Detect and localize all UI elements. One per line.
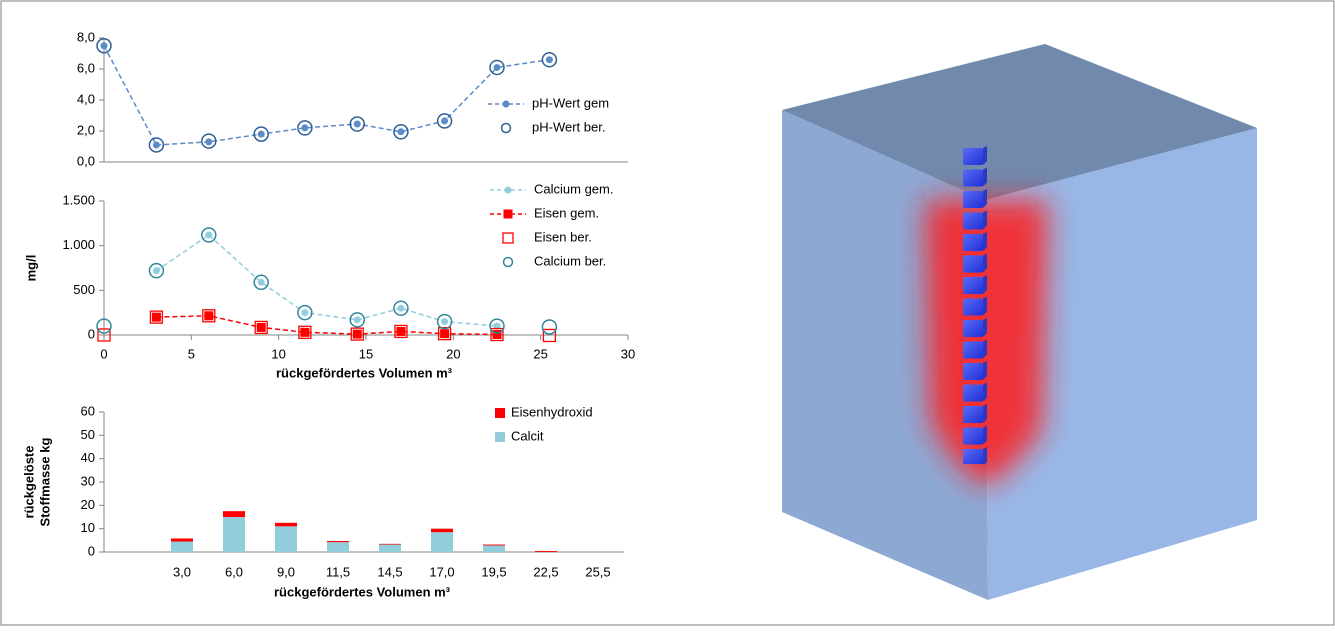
legend-label: pH-Wert ber. [532,119,605,134]
y-axis-title: mg/l [23,255,38,282]
marker [205,138,212,145]
bar-segment [275,523,297,527]
marker [301,309,308,316]
marker [205,231,212,238]
bar-segment [379,545,401,552]
x-tick-label: 15 [359,346,373,361]
bar-segment [431,532,453,552]
bar-segment [431,529,453,533]
bar-segment [483,545,505,552]
legend-marker [505,187,512,194]
x-tick-label: 14,5 [377,564,402,579]
y-tick-label: 50 [81,427,95,442]
marker [441,117,448,124]
marker [301,124,308,131]
bar-segment [379,544,401,545]
marker [354,121,361,128]
bar-segment [275,526,297,552]
legend-label: Eisen ber. [534,229,592,244]
legend-marker [503,101,510,108]
y-tick-label: 60 [81,403,95,418]
y-tick-label: 20 [81,497,95,512]
bar-segment [327,542,349,552]
marker [494,64,501,71]
x-tick-label: 10 [271,346,285,361]
marker [153,141,160,148]
y-axis-title: rückgelöste [21,446,36,519]
x-axis-title: rückgefördertes Volumen m³ [274,584,451,599]
x-tick-label: 5 [188,346,195,361]
x-tick-label: 20 [446,346,460,361]
marker [354,316,361,323]
bar-segment [535,551,557,552]
y-tick-label: 2,0 [77,122,95,137]
y-tick-label: 1.500 [62,192,95,207]
x-tick-label: 30 [621,346,635,361]
x-tick-label: 9,0 [277,564,295,579]
legend-label: Eisenhydroxid [511,404,593,419]
cube-illustration [782,44,1257,600]
marker [493,330,502,339]
y-tick-label: 500 [73,282,95,297]
x-tick-label: 11,5 [326,564,350,579]
marker [101,42,108,49]
y-tick-label: 6,0 [77,60,95,75]
legend-label: Calcium ber. [534,253,606,268]
y-tick-label: 0 [88,326,95,341]
marker [397,128,404,135]
marker [258,131,265,138]
x-tick-label: 3,0 [173,564,191,579]
page: {"chart_data": [ {"type": "line", "xlim"… [0,0,1335,631]
y-tick-label: 8,0 [77,29,95,44]
legend-marker [504,210,513,219]
x-tick-label: 0 [100,346,107,361]
legend-swatch [495,408,505,418]
y-axis-title: Stoffmasse kg [37,438,52,527]
y-tick-label: 40 [81,450,95,465]
y-tick-label: 30 [81,473,95,488]
legend-label: pH-Wert gem [532,95,609,110]
marker [546,56,553,63]
y-tick-label: 0 [88,543,95,558]
marker [397,305,404,312]
y-tick-label: 4,0 [77,91,95,106]
marker [353,330,362,339]
legend-label: Calcit [511,428,544,443]
x-tick-label: 6,0 [225,564,243,579]
marker [153,267,160,274]
bar-segment [223,517,245,552]
bar-segment [223,511,245,517]
marker [258,279,265,286]
marker [441,318,448,325]
legend-label: Eisen gem. [534,205,599,220]
x-tick-label: 22,5 [533,564,558,579]
legend-swatch [495,432,505,442]
bar-segment [171,542,193,553]
bar-segment [171,538,193,541]
y-tick-label: 1.000 [62,237,95,252]
y-tick-label: 0,0 [77,153,95,168]
marker [300,328,309,337]
legend-label: Calcium gem. [534,181,613,196]
marker [204,311,213,320]
x-axis-title: rückgefördertes Volumen m³ [276,365,453,380]
y-tick-label: 10 [81,520,95,535]
figure: 0,0 2,0 4,0 6,0 8,0 pH-Wert gem pH-Wert ber. 0 5… [0,0,1335,626]
marker [152,313,161,322]
x-tick-label: 17,0 [429,564,454,579]
x-tick-label: 25 [533,346,547,361]
x-tick-label: 19,5 [481,564,506,579]
bar-segment [327,541,349,542]
marker [257,323,266,332]
x-tick-label: 25,5 [585,564,610,579]
bar-segment [483,545,505,546]
marker [440,329,449,338]
marker [396,327,405,336]
